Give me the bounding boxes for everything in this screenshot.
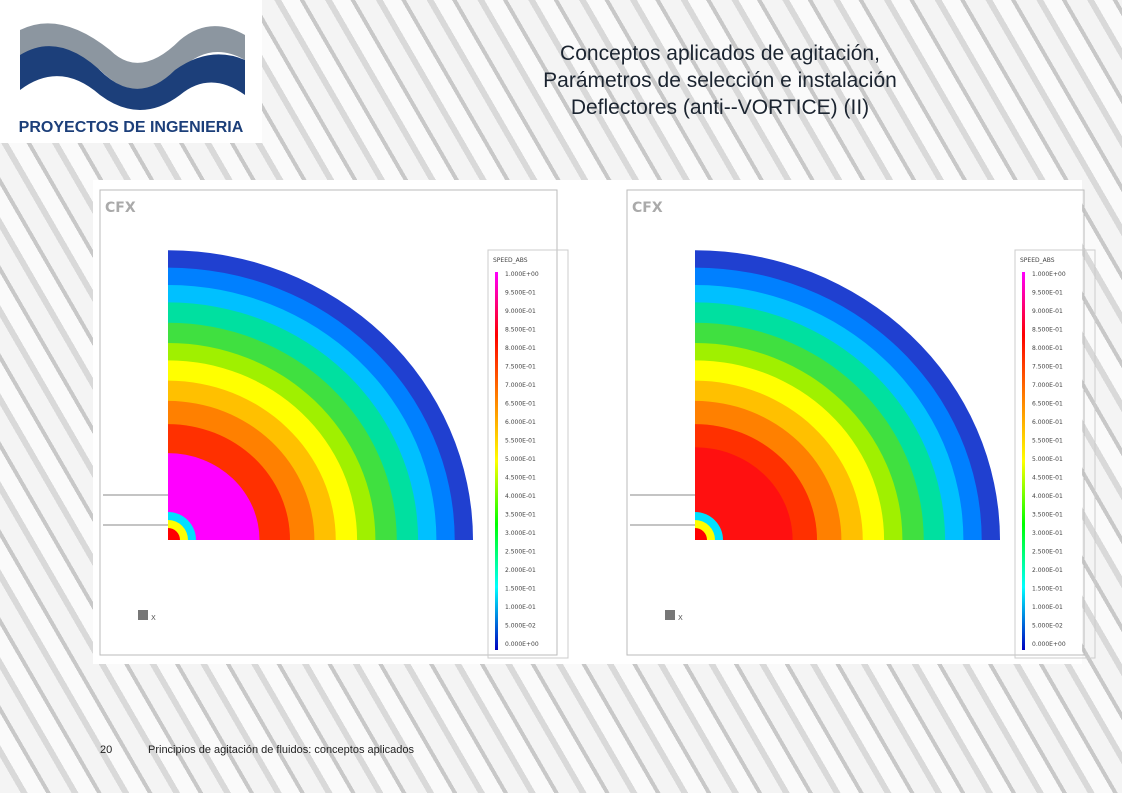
legend-label: 0.000E+00 — [505, 641, 539, 648]
axis-label: X — [678, 614, 683, 622]
plot-frame — [626, 189, 1085, 656]
title: Conceptos aplicados de agitación, Paráme… — [440, 40, 1000, 121]
impeller-zone — [168, 528, 180, 540]
legend-label: 1.000E+00 — [505, 271, 539, 278]
legend-label: 6.000E-01 — [1032, 419, 1063, 426]
legend-label: 2.000E-01 — [1032, 567, 1063, 574]
legend-label: 4.000E-01 — [505, 493, 536, 500]
legend-label: 3.000E-01 — [505, 530, 536, 537]
axis-label: X — [151, 614, 156, 622]
colorbar — [1022, 272, 1025, 650]
title-line: Conceptos aplicados de agitación, — [560, 42, 880, 65]
legend-label: 3.500E-01 — [1032, 512, 1063, 519]
cfx-logo: CFX — [105, 200, 136, 216]
legend-label: 6.500E-01 — [505, 401, 536, 408]
title-line: Deflectores (anti--VORTICE) (II) — [570, 96, 870, 119]
legend-label: 5.000E-02 — [1032, 623, 1063, 630]
legend-label: 1.500E-01 — [1032, 586, 1063, 593]
axis-icon — [138, 610, 148, 620]
legend-label: 9.500E-01 — [505, 290, 536, 297]
contour-band — [695, 447, 793, 540]
legend-label: 8.500E-01 — [1032, 327, 1063, 334]
legend-title: SPEED_ABS — [1020, 257, 1055, 264]
impeller-zone — [695, 528, 707, 540]
plot-frame — [99, 189, 558, 656]
axis-icon — [665, 610, 675, 620]
legend-label: 1.500E-01 — [505, 586, 536, 593]
legend-label: 1.000E-01 — [505, 604, 536, 611]
logo: PROYECTOS DE INGENIERIA — [0, 0, 262, 143]
legend-label: 7.000E-01 — [1032, 382, 1063, 389]
contour-band — [168, 453, 260, 540]
legend-label: 8.000E-01 — [1032, 345, 1063, 352]
legend-label: 7.500E-01 — [1032, 364, 1063, 371]
legend-label: 0.000E+00 — [1032, 641, 1066, 648]
legend-label: 3.000E-01 — [1032, 530, 1063, 537]
legend-label: 1.000E+00 — [1032, 271, 1066, 278]
legend-label: 9.500E-01 — [1032, 290, 1063, 297]
legend-label: 7.500E-01 — [505, 364, 536, 371]
legend-label: 4.000E-01 — [1032, 493, 1063, 500]
legend-label: 2.500E-01 — [505, 549, 536, 556]
title-line: Parámetros de selección e instalación — [543, 69, 897, 92]
legend-label: 3.500E-01 — [505, 512, 536, 519]
legend-frame — [1014, 249, 1096, 659]
legend-label: 2.500E-01 — [1032, 549, 1063, 556]
page-number: 20 — [100, 744, 113, 756]
legend-label: 5.500E-01 — [505, 438, 536, 445]
legend-label: 7.000E-01 — [505, 382, 536, 389]
legend-label: 8.500E-01 — [505, 327, 536, 334]
legend-label: 6.500E-01 — [1032, 401, 1063, 408]
legend-label: 5.000E-01 — [505, 456, 536, 463]
legend-label: 1.000E-01 — [1032, 604, 1063, 611]
cfx-logo: CFX — [632, 200, 663, 216]
colorbar — [495, 272, 498, 650]
legend-label: 8.000E-01 — [505, 345, 536, 352]
legend-frame — [487, 249, 569, 659]
legend-label: 5.000E-02 — [505, 623, 536, 630]
legend-title: SPEED_ABS — [493, 257, 528, 264]
legend-label: 2.000E-01 — [505, 567, 536, 574]
logo-text: PROYECTOS DE INGENIERIA — [19, 119, 244, 136]
legend-label: 9.000E-01 — [1032, 308, 1063, 315]
legend-label: 6.000E-01 — [505, 419, 536, 426]
legend-label: 9.000E-01 — [505, 308, 536, 315]
legend-label: 5.500E-01 — [1032, 438, 1063, 445]
legend-label: 5.000E-01 — [1032, 456, 1063, 463]
legend-label: 4.500E-01 — [505, 475, 536, 482]
legend-label: 4.500E-01 — [1032, 475, 1063, 482]
footer-text: Principios de agitación de fluidos: conc… — [148, 744, 414, 756]
